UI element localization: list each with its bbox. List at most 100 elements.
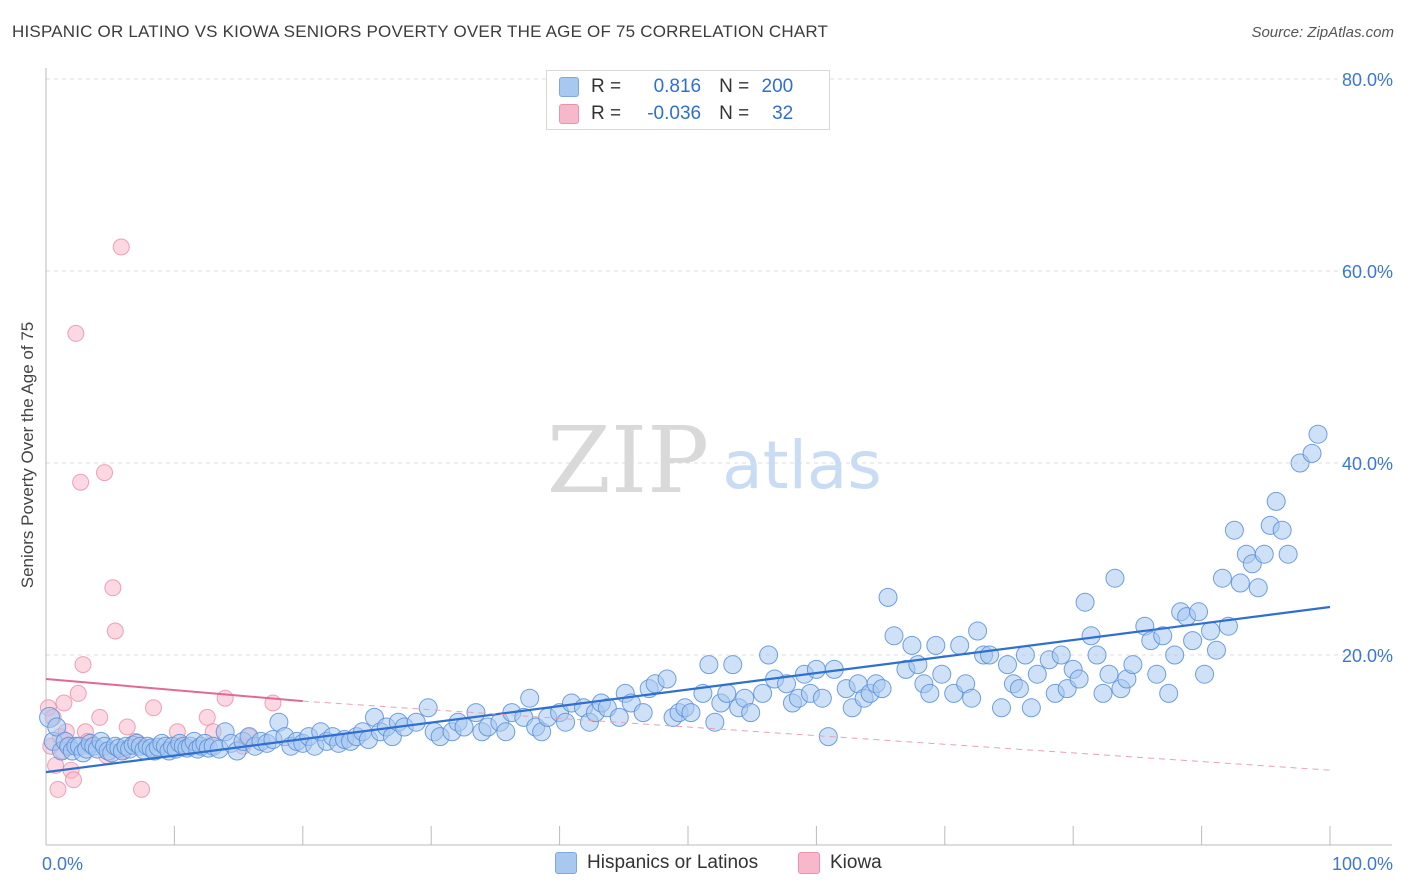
hispanic-point [806,659,826,679]
hispanic-point [1278,544,1298,564]
hispanic-point [1272,520,1292,540]
hispanic-point [1087,645,1107,665]
hispanic-point [968,621,988,641]
hispanic-point [1212,568,1232,588]
correlation-legend: R = 0.816 N = 200 R = -0.036 N = 32 [546,70,830,130]
kiowa-point [198,708,216,726]
hispanic-point [878,587,898,607]
hispanic-point [1206,640,1226,660]
hispanic-point [1015,645,1035,665]
kiowa-point [91,708,109,726]
kiowa-point [64,771,82,789]
y-tick-label: 40.0% [1342,454,1393,474]
hispanic-point [1147,664,1167,684]
hispanic-point [818,727,838,747]
bottom-legend-swatch-blue [555,852,577,874]
legend-r-value: -0.036 [647,103,702,124]
hispanic-point [962,688,982,708]
hispanic-point [609,707,629,727]
hispanic-point [1183,631,1203,651]
bottom-legend-hispanic: Hispanics or Latinos [555,852,758,874]
bottom-legend-kiowa: Kiowa [798,852,882,874]
hispanic-point [980,645,1000,665]
legend-row-kiowa: R = -0.036 N = 32 [559,102,793,126]
kiowa-point [118,718,136,736]
legend-r-label: R = [591,103,622,124]
chart-title: HISPANIC OR LATINO VS KIOWA SENIORS POVE… [12,22,829,41]
hispanic-point [1081,626,1101,646]
hispanic-point [1021,698,1041,718]
legend-swatch-blue [559,77,579,97]
source-label: Source: ZipAtlas.com [1251,24,1394,41]
hispanic-point [1248,578,1268,598]
hispanic-point [657,669,677,689]
hispanic-point [1069,669,1089,689]
trend-lines [45,605,1331,774]
kiowa-point [106,622,124,640]
hispanic-trend-line [45,605,1331,774]
hispanic-point [1027,664,1047,684]
bottom-legend-swatch-pink [798,852,820,874]
bottom-legend-label: Hispanics or Latinos [587,852,759,873]
hispanic-point [705,712,725,732]
kiowa-point [55,694,73,712]
kiowa-point [96,464,114,482]
kiowa-point [67,324,85,342]
kiowa-point [72,473,90,491]
legend-n-label: N = [719,103,750,124]
x-tick-label: 0.0% [42,854,83,874]
y-tick-label: 20.0% [1342,646,1393,666]
hispanic-point [1123,655,1143,675]
hispanic-point [1308,424,1328,444]
hispanic-point [1099,664,1119,684]
hispanic-point [454,717,474,737]
bottom-legend-label: Kiowa [830,852,882,873]
hispanic-point [932,664,952,684]
hispanic-point [997,655,1017,675]
kiowa-point [144,699,162,717]
kiowa-point [112,238,130,256]
hispanic-point [1009,679,1029,699]
hispanic-point [1093,683,1113,703]
hispanic-point [47,717,67,737]
data-points [39,238,1328,798]
watermark-zip: ZIP [547,407,709,514]
hispanic-point [902,635,922,655]
hispanic-point [812,688,832,708]
hispanic-point [496,722,516,742]
legend-swatch-pink [559,104,579,124]
kiowa-point [74,656,92,674]
hispanic-point [1266,491,1286,511]
hispanic-point [418,698,438,718]
legend-r-value: 0.816 [653,76,702,97]
hispanic-point [717,683,737,703]
legend-n-value: 200 [761,76,794,97]
hispanic-point [926,635,946,655]
hispanic-point [1165,645,1185,665]
hispanic-point [1201,621,1221,641]
hispanic-point [681,703,701,723]
hispanic-point [991,698,1011,718]
hispanic-point [950,635,970,655]
hispanic-point [1153,626,1173,646]
x-tick-label: 100.0% [1332,854,1393,874]
hispanic-point [1254,544,1274,564]
hispanic-point [699,655,719,675]
kiowa-point [69,684,87,702]
hispanic-point [1159,683,1179,703]
legend-row-hispanic: R = 0.816 N = 200 [559,75,793,99]
hispanic-point [1302,443,1322,463]
hispanic-point [1051,645,1071,665]
kiowa-point [49,780,67,798]
hispanic-point [1189,602,1209,622]
hispanic-point [753,683,773,703]
y-tick-label: 80.0% [1342,70,1393,90]
hispanic-point [633,703,653,723]
y-tick-label: 60.0% [1342,262,1393,282]
hispanic-point [1224,520,1244,540]
hispanic-point [406,712,426,732]
hispanic-point [556,712,576,732]
hispanic-point [741,703,761,723]
hispanic-point [759,645,779,665]
